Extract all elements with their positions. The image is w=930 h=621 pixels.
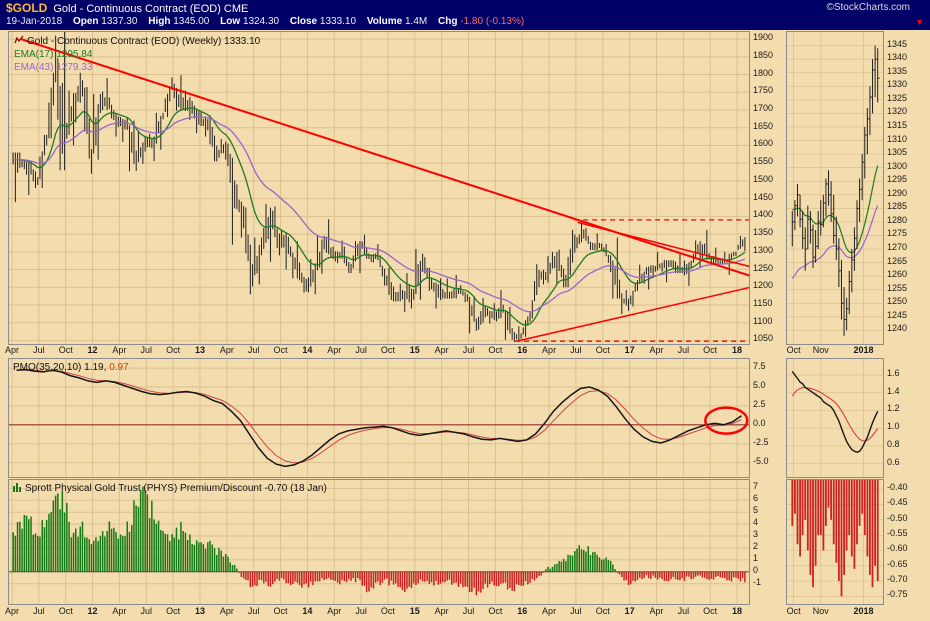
mini-price-axis: 1345 1340 1335 1330 1325 1320 1315 1310 1305 1300… bbox=[887, 38, 908, 334]
quote-stat-high: High 1345.00 bbox=[148, 16, 210, 27]
phys-axis: 7 6 5 4 3 2 1 0 -1 bbox=[753, 481, 762, 587]
zoom-pmo-panel bbox=[786, 358, 884, 478]
pmo-crossover-circle bbox=[704, 406, 749, 435]
ascending-trendline bbox=[516, 286, 749, 342]
pmo-legend-label: PMO(35,20,10) bbox=[13, 362, 82, 373]
zoom-price-panel bbox=[786, 31, 884, 345]
ticker-symbol: $GOLD bbox=[6, 1, 48, 15]
pmo-indicator-panel bbox=[8, 358, 750, 478]
main-price-chart bbox=[9, 32, 749, 344]
mini-phys-chart bbox=[787, 480, 883, 604]
phys-premium-panel bbox=[8, 479, 750, 605]
quote-date: 19-Jan-2018 bbox=[6, 16, 63, 27]
mini-price-chart bbox=[787, 32, 883, 344]
chart-header: $GOLD Gold - Continuous Contract (EOD) CM… bbox=[0, 0, 930, 30]
mini-pmo-axis: 1.6 1.4 1.2 1.0 0.8 0.6 bbox=[887, 367, 900, 467]
ema43-legend: EMA(43) 1279.33 bbox=[14, 62, 93, 73]
stockcharts-copyright-link[interactable]: ©StockCharts.com bbox=[826, 2, 910, 13]
quote-stat-low: Low 1324.30 bbox=[220, 16, 280, 27]
phys-chart bbox=[9, 480, 749, 604]
mini-phys-axis: -0.40 -0.45 -0.50 -0.55 -0.60 -0.65 -0.70 -0.75 bbox=[887, 482, 908, 600]
pmo-axis: 7.5 5.0 2.5 0.0 -2.5 -5.0 bbox=[753, 361, 769, 466]
zoom-phys-panel bbox=[786, 479, 884, 605]
quote-stat-close: Close 1333.10 bbox=[289, 16, 357, 27]
quote-stat-open: Open 1337.30 bbox=[72, 16, 138, 27]
ema17-legend: EMA(17) 1295.84 bbox=[14, 49, 93, 60]
pmo-legend-value: 1.19, bbox=[84, 362, 107, 373]
quote-stat-volume: Volume 1.4M bbox=[366, 16, 428, 27]
pmo-chart bbox=[9, 359, 749, 477]
descending-trendline-major bbox=[20, 38, 749, 277]
chart-title-legend: Gold - Continuous Contract (EOD) (Weekly… bbox=[14, 35, 260, 48]
main-chart-panel bbox=[8, 31, 750, 345]
header-title-row: $GOLD Gold - Continuous Contract (EOD) CM… bbox=[6, 1, 248, 15]
change-down-icon: ▼ bbox=[915, 17, 924, 27]
instrument-title: Gold - Continuous Contract (EOD) CME bbox=[53, 3, 249, 15]
pmo-legend: PMO(35,20,10) 1.19, 0.97 bbox=[13, 361, 129, 374]
main-price-axis: 1900 1850 1800 1750 1700 1650 1600 1550 1500 1450… bbox=[753, 32, 774, 344]
histogram-icon bbox=[13, 483, 21, 492]
phys-legend: Sprott Physical Gold Trust (PHYS) Premiu… bbox=[13, 482, 327, 495]
main-xaxis-labels: Apr Jul Oct 12 Apr Jul Oct 13 Apr Jul Oct 14 Apr Jul O… bbox=[4, 345, 743, 355]
quote-stats-row: 19-Jan-2018 Open 1337.30 High 1345.00 Lo… bbox=[6, 16, 524, 27]
quote-stat-change: Chg -1.80 (-0.13%) bbox=[438, 16, 525, 27]
chart-type-icon bbox=[14, 35, 24, 44]
descending-trendline-minor bbox=[577, 221, 749, 268]
main-chart-legend: Gold - Continuous Contract (EOD) (Weekly… bbox=[14, 35, 260, 74]
pmo-legend-signal-value: 0.97 bbox=[109, 362, 129, 373]
phys-legend-text: Sprott Physical Gold Trust (PHYS) Premiu… bbox=[25, 483, 327, 494]
mini-xaxis-labels: Oct Nov 2018 bbox=[786, 345, 874, 355]
mini-pmo-chart bbox=[787, 359, 883, 477]
bottom-xaxis-labels: Apr Jul Oct 12 Apr Jul Oct 13 Apr Jul Oct 14 Apr Jul O… bbox=[4, 606, 743, 616]
bottom-mini-xaxis-labels: Oct Nov 2018 bbox=[786, 606, 874, 616]
